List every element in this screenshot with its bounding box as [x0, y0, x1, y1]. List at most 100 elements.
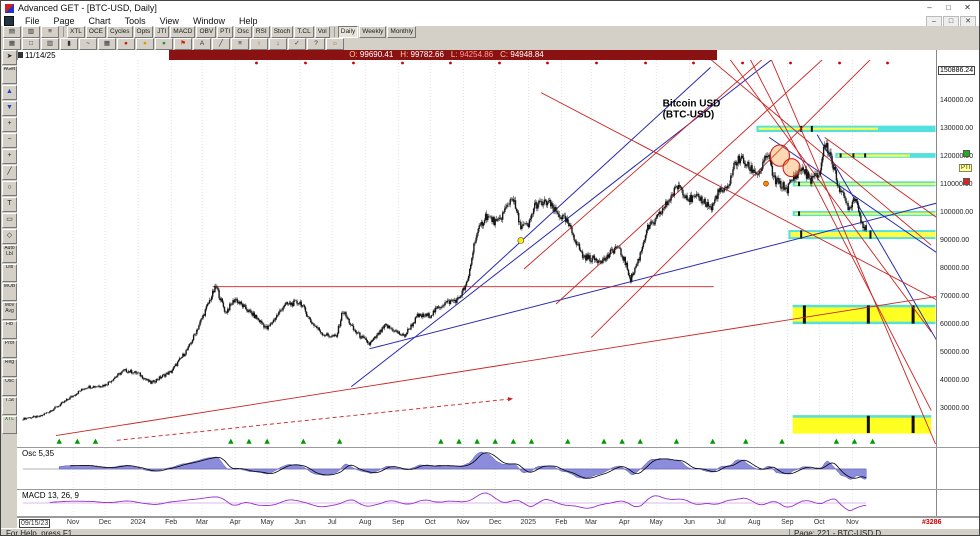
time-axis-label: Jun: [294, 519, 306, 526]
price-axis-label: 30000.00: [940, 405, 970, 412]
flag-icon[interactable]: ⚑: [174, 38, 192, 50]
ohlc-value: 94948.84: [508, 50, 544, 59]
print-icon[interactable]: ≡: [41, 26, 59, 38]
date-grip-icon: [18, 52, 23, 58]
regression-button[interactable]: Reg: [2, 359, 17, 377]
panel-divider: [17, 516, 979, 517]
time-axis[interactable]: 09/15/23 Nov Dec 2024 Feb Mar Apr May Jun Jul Aug S…: [17, 517, 979, 529]
moving-average-button[interactable]: Mov Avg: [2, 302, 17, 320]
fib-button[interactable]: Fib: [2, 321, 17, 339]
time-axis-label: Sep: [391, 519, 405, 526]
check-icon[interactable]: ✓: [288, 38, 306, 50]
bar-style-icon[interactable]: ▥: [41, 38, 59, 50]
new-chart-icon[interactable]: ▤: [3, 26, 21, 38]
close-button[interactable]: ✕: [964, 3, 971, 12]
time-axis-label: Jul: [327, 519, 337, 526]
expand-tool[interactable]: ◇: [2, 229, 17, 244]
trendline-icon[interactable]: ╱: [212, 38, 230, 50]
osc-tool-button[interactable]: Osc: [2, 378, 17, 396]
ohlc-value: 99782.66: [408, 50, 444, 59]
open-chart-icon[interactable]: ▥: [22, 26, 40, 38]
candle-style-icon[interactable]: ▮: [60, 38, 78, 50]
aget-button[interactable]: AGet: [2, 66, 17, 84]
study-button-obv[interactable]: OBV: [196, 26, 217, 38]
ohlc-readout: O: 99690.41 H: 99782.66 L: 94254.86 C: 9494…: [169, 50, 717, 60]
menu-chart[interactable]: Chart: [88, 15, 111, 26]
profit-taking-button[interactable]: Prof: [2, 340, 17, 358]
oscillator-panel[interactable]: [17, 448, 936, 489]
time-axis-label: Oct: [813, 519, 825, 526]
pin-red-icon[interactable]: ●: [117, 38, 135, 50]
scroll-down-button[interactable]: ▼: [2, 101, 17, 116]
menu-view[interactable]: View: [159, 15, 179, 26]
text-tool[interactable]: T: [2, 197, 17, 212]
display-button[interactable]: Dis: [2, 264, 17, 282]
macd-panel[interactable]: [17, 490, 936, 516]
menu-file[interactable]: File: [25, 15, 40, 26]
price-axis-label: 60000.00: [940, 321, 970, 328]
study-button-vol[interactable]: Vol: [314, 26, 330, 38]
study-button-pti[interactable]: PTI: [217, 26, 234, 38]
scroll-up-button[interactable]: ▲: [2, 85, 17, 100]
pin-green-icon[interactable]: ●: [155, 38, 173, 50]
study-button-rsi[interactable]: RSI: [252, 26, 270, 38]
grid-icon[interactable]: ▦: [98, 38, 116, 50]
printer-icon[interactable]: ▦: [3, 38, 21, 50]
study-button-stoch[interactable]: Stoch: [270, 26, 294, 38]
study-button-opts[interactable]: Opts: [133, 26, 154, 38]
time-axis-label: Dec: [489, 519, 502, 526]
menu-page[interactable]: Page: [53, 15, 75, 26]
period-button-weekly[interactable]: Weekly: [359, 26, 387, 38]
minimize-button[interactable]: –: [927, 3, 932, 12]
trendline-tool[interactable]: ╱: [2, 165, 17, 180]
time-axis-label: Oct: [424, 519, 436, 526]
price-axis-label: 110000.00: [940, 181, 973, 188]
study-button-oce[interactable]: OCE: [85, 26, 107, 38]
study-button-tcl[interactable]: T.CL: [294, 26, 314, 38]
ohlc-key: C:: [500, 50, 509, 59]
xtl-tool-button[interactable]: XTL: [2, 416, 17, 434]
ellipse-tool[interactable]: ○: [2, 181, 17, 196]
study-button-jti[interactable]: JTI: [154, 26, 170, 38]
zoom-in-tool[interactable]: +: [2, 117, 17, 132]
study-button-osc[interactable]: Osc: [234, 26, 252, 38]
crosshair-tool[interactable]: +: [2, 149, 17, 164]
price-axis-label: 140000.00: [940, 97, 974, 104]
zoom-out-tool[interactable]: −: [2, 133, 17, 148]
price-chart[interactable]: Bitcoin USD(BTC-USD): [17, 60, 936, 447]
mob-button[interactable]: MOB: [2, 283, 17, 301]
maximize-button[interactable]: □: [946, 3, 951, 12]
menu-help[interactable]: Help: [238, 15, 258, 26]
study-button-xtl[interactable]: XTL: [67, 26, 85, 38]
auto-label-button[interactable]: Auto Lbl: [2, 245, 17, 263]
up-arrow-icon[interactable]: ↑: [250, 38, 268, 50]
study-button-macd[interactable]: MACD: [170, 26, 196, 38]
study-button-cycles[interactable]: Cycles: [107, 26, 133, 38]
pin-yellow-icon[interactable]: ●: [136, 38, 154, 50]
pti-badge[interactable]: PTI: [959, 164, 973, 172]
preview-icon[interactable]: □: [22, 38, 40, 50]
price-axis-label: 130000.00: [940, 125, 974, 132]
period-button-daily[interactable]: Daily: [337, 26, 359, 38]
marker-chip-red: [963, 178, 970, 185]
time-axis-label: Mar: [196, 519, 209, 526]
box-tool[interactable]: ▭: [2, 213, 17, 228]
menu-window[interactable]: Window: [192, 15, 225, 26]
help-icon[interactable]: ?: [307, 38, 325, 50]
panel-divider: [17, 489, 979, 490]
price-axis[interactable]: 150886.24 140000.00 130000.00 120000.00 1100…: [936, 50, 979, 517]
period-button-monthly[interactable]: Monthly: [387, 26, 417, 38]
child-window-icon[interactable]: [4, 15, 14, 26]
bulb-icon[interactable]: ☼: [326, 38, 344, 50]
triple-stoch-button[interactable]: T.St: [2, 397, 17, 415]
line-style-icon[interactable]: ~: [79, 38, 97, 50]
down-arrow-icon[interactable]: ↓: [269, 38, 287, 50]
bar-counter: #3286: [922, 519, 942, 526]
text-label-icon[interactable]: A: [193, 38, 211, 50]
fib-levels-icon[interactable]: ≡: [231, 38, 249, 50]
price-axis-label: 40000.00: [940, 377, 970, 384]
menu-tools[interactable]: Tools: [124, 15, 146, 26]
pointer-tool[interactable]: ➤: [2, 50, 17, 65]
status-bar: For Help, press F1 Page: 221 - BTC-USD D: [1, 528, 979, 535]
